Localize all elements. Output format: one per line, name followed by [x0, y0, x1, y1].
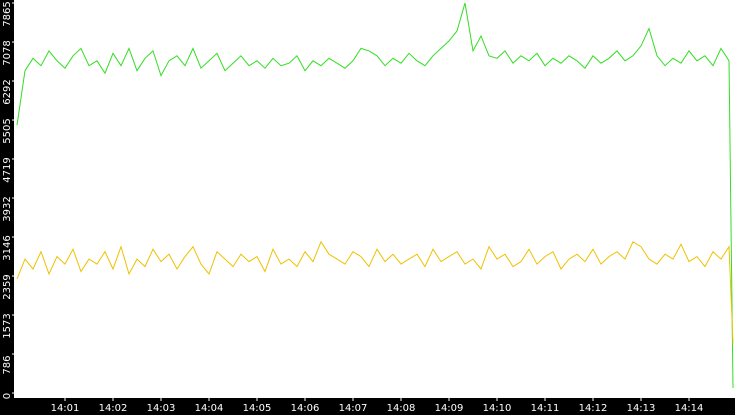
x-axis-strip — [0, 398, 735, 415]
y-tick-label: 3932 — [2, 196, 13, 221]
y-tick-label: 7078 — [2, 40, 13, 65]
x-tick-label: 14:01 — [51, 403, 80, 414]
x-tick-label: 14:02 — [99, 403, 128, 414]
y-tick-label: 1573 — [2, 313, 13, 338]
x-tick-label: 14:10 — [483, 403, 512, 414]
y-tick-label: 2359 — [2, 274, 13, 299]
y-tick-label: 7865 — [2, 1, 13, 26]
x-tick-label: 14:11 — [531, 403, 560, 414]
y-tick-label: 0 — [2, 393, 13, 399]
x-tick-label: 14:14 — [675, 403, 704, 414]
x-tick-label: 14:03 — [147, 403, 176, 414]
x-tick-label: 14:07 — [339, 403, 368, 414]
series-line — [16, 240, 734, 344]
y-tick-label: 3146 — [2, 235, 13, 260]
x-tick-label: 14:06 — [291, 403, 320, 414]
y-axis-strip — [0, 0, 14, 415]
x-tick-label: 14:12 — [579, 403, 608, 414]
x-tick-label: 14:13 — [627, 403, 656, 414]
y-tick-label: 6292 — [2, 79, 13, 104]
x-tick-label: 14:08 — [387, 403, 416, 414]
y-tick-label: 5505 — [2, 118, 13, 143]
x-tick-label: 14:05 — [243, 403, 272, 414]
x-tick-label: 14:04 — [195, 403, 224, 414]
x-tick-label: 14:09 — [435, 403, 464, 414]
series-line — [16, 2, 734, 389]
y-tick-label: 786 — [2, 355, 13, 374]
y-tick-label: 4719 — [2, 157, 13, 182]
